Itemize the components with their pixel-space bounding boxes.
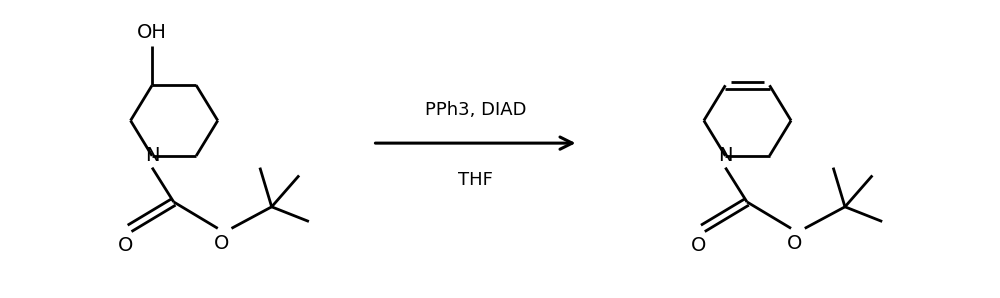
Text: N: N xyxy=(145,146,159,165)
Text: O: O xyxy=(214,234,229,253)
Text: PPh3, DIAD: PPh3, DIAD xyxy=(425,101,526,119)
Text: O: O xyxy=(118,236,133,255)
Text: THF: THF xyxy=(458,170,493,189)
Text: O: O xyxy=(691,236,707,255)
Text: OH: OH xyxy=(137,23,167,42)
Text: N: N xyxy=(718,146,733,165)
Text: O: O xyxy=(787,234,803,253)
